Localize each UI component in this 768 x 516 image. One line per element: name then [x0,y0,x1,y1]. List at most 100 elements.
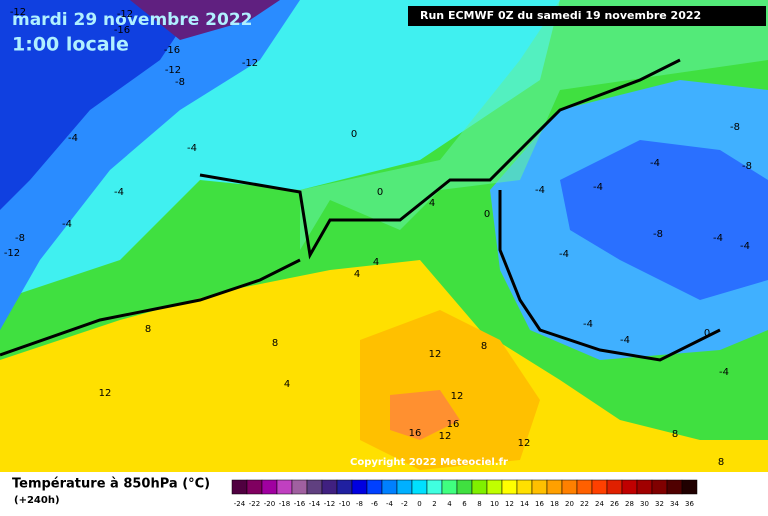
legend-label: 18 [550,500,559,508]
legend-swatch [546,479,563,495]
legend-swatch [516,479,533,495]
contour-label: 4 [373,257,379,268]
legend-swatch [636,479,653,495]
legend-swatch [531,479,548,495]
legend-swatch [561,479,578,495]
legend-swatch [276,479,293,495]
contour-label: 8 [672,429,678,440]
legend-swatch [591,479,608,495]
legend-label: 2 [432,500,436,508]
legend-label: -12 [324,500,335,508]
contour-label: 4 [429,198,435,209]
legend-swatch [501,479,518,495]
contour-label: -4 [740,241,750,252]
legend-label: 36 [685,500,694,508]
contour-label: 8 [272,338,278,349]
contour-label: -12 [165,65,181,76]
legend-label: 12 [505,500,514,508]
contour-label: 12 [99,388,112,399]
contour-label: -4 [114,187,124,198]
legend-swatch [411,479,428,495]
contour-label: -4 [583,319,593,330]
contour-label: 4 [354,269,360,280]
contour-label: 4 [284,379,290,390]
legend-swatch [231,479,248,495]
legend-swatch [486,479,503,495]
legend-swatch [306,479,323,495]
contour-label: -4 [620,335,630,346]
contour-label: 12 [429,349,442,360]
contour-label: -4 [593,182,603,193]
contour-label: -12 [4,248,20,259]
legend-swatch [621,479,638,495]
contour-label: 0 [351,129,357,140]
legend-swatch [606,479,623,495]
contour-label: -8 [730,122,740,133]
time: 1:00 locale [12,34,129,56]
contour-label: -4 [62,219,72,230]
legend-label: 26 [610,500,619,508]
legend-label: 0 [417,500,421,508]
contour-label: -8 [653,229,663,240]
legend-swatch [396,479,413,495]
legend-label: -22 [249,500,260,508]
legend-swatch [426,479,443,495]
legend-label: -6 [371,500,379,508]
contour-label: -12 [117,9,133,20]
legend-label: 34 [670,500,679,508]
legend-swatch [681,479,698,495]
legend-swatch [651,479,668,495]
legend-swatch [351,479,368,495]
contour-label: -8 [742,161,752,172]
legend-label: -24 [234,500,246,508]
legend-label: 4 [447,500,452,508]
legend-label: 22 [580,500,589,508]
legend-label: 6 [462,500,467,508]
contour-label: -12 [242,58,258,69]
contour-label: 16 [409,428,422,439]
copyright: Copyright 2022 Meteociel.fr [350,457,508,468]
contour-label: 0 [377,187,383,198]
legend-swatch [366,479,383,495]
date: mardi 29 novembre 2022 [12,10,252,30]
contour-label: -4 [68,133,78,144]
contour-label: -12 [10,7,26,18]
map-background [0,0,768,472]
legend-swatch [261,479,278,495]
legend-label: 24 [595,500,604,508]
contour-label: 8 [481,341,487,352]
legend-swatch [456,479,473,495]
contour-label: -4 [719,367,729,378]
contour-label: -8 [15,233,25,244]
legend-swatch [381,479,398,495]
legend-swatch [441,479,458,495]
legend-swatch [291,479,308,495]
legend-swatch [336,479,353,495]
run-info: Run ECMWF 0Z du samedi 19 novembre 2022 [420,9,701,22]
legend-label: 10 [490,500,499,508]
legend-swatch [246,479,263,495]
legend-label: -20 [264,500,275,508]
legend-label: -8 [356,500,363,508]
legend-label: -18 [279,500,290,508]
legend-swatch [471,479,488,495]
lead-time: (+240h) [14,495,60,506]
contour-label: 12 [439,431,452,442]
contour-label: -4 [187,143,197,154]
legend-label: -10 [339,500,350,508]
legend-swatch [666,479,683,495]
legend-label: 30 [640,500,649,508]
legend-swatch [321,479,338,495]
run-box [408,6,766,26]
contour-label: -16 [114,25,130,36]
legend-label: 8 [477,500,481,508]
contour-label: -16 [164,45,180,56]
contour-label: -4 [650,158,660,169]
contour-label: 12 [451,391,464,402]
contour-label: -4 [559,249,569,260]
legend-swatch [576,479,593,495]
contour-label: -4 [713,233,723,244]
contour-label: 8 [145,324,151,335]
